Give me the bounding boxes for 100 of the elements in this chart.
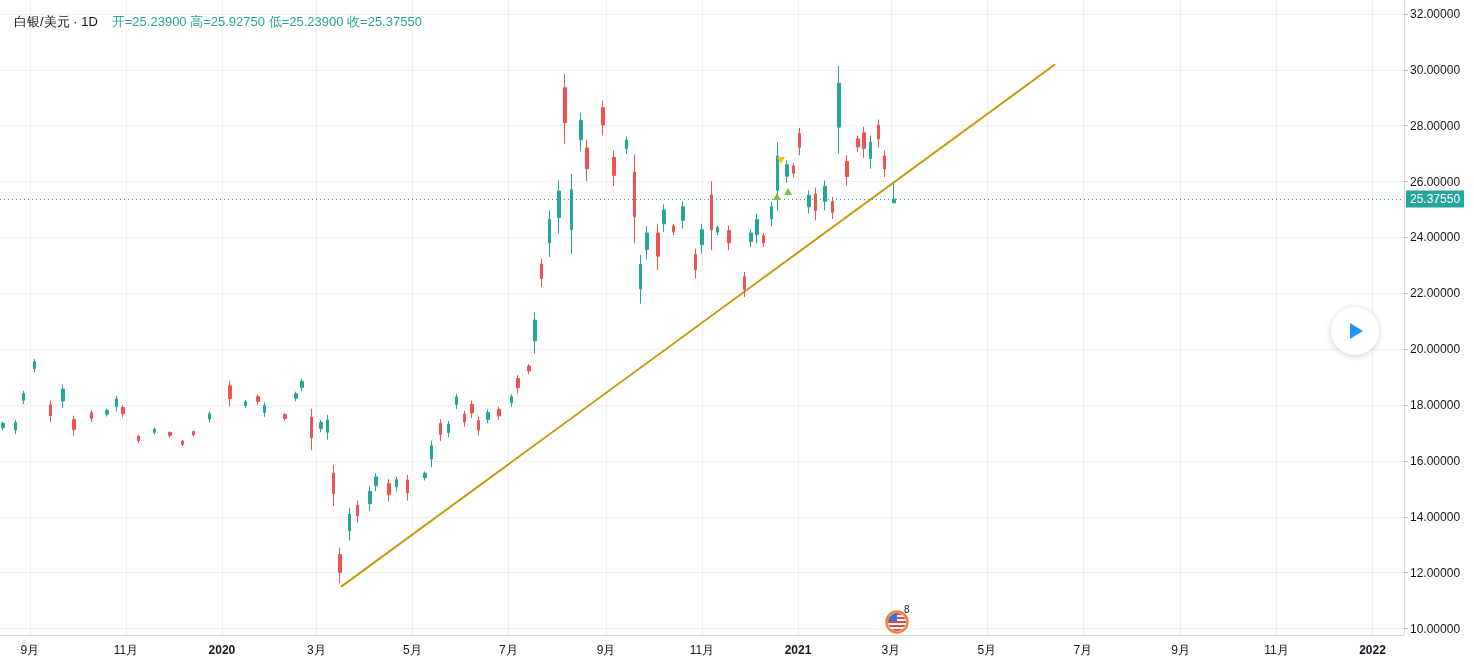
candlestick [332, 464, 335, 507]
candlestick [228, 380, 232, 407]
x-tick-label: 11月 [1264, 643, 1289, 657]
candlestick [430, 440, 433, 468]
x-tick-label: 9月 [1171, 643, 1190, 657]
y-tick-label: 16.00000 [1410, 453, 1461, 468]
candlestick [727, 224, 731, 251]
x-tick-label: 2022 [1359, 643, 1387, 657]
candlestick [72, 415, 76, 437]
candlestick [837, 65, 841, 155]
annotation: 8 [904, 604, 910, 615]
y-tick-label: 20.00000 [1410, 342, 1461, 357]
candlestick [33, 358, 36, 373]
x-tick-label: 11月 [113, 643, 139, 657]
candlestick [192, 430, 195, 437]
candlestick [662, 204, 666, 233]
candlestick [470, 400, 474, 419]
x-tick-label: 2021 [784, 643, 812, 657]
candlestick [1, 421, 5, 431]
candlestick [612, 149, 616, 187]
candlestick [831, 196, 834, 220]
candlestick [153, 427, 156, 436]
candlestick [710, 180, 713, 251]
candlestick [356, 500, 359, 523]
candlestick [121, 404, 125, 418]
candlestick [792, 162, 795, 179]
candlestick [310, 408, 313, 451]
candlestick [61, 383, 65, 409]
candlestick [869, 134, 872, 170]
y-tick-label: 26.00000 [1410, 174, 1461, 189]
candlestick [455, 393, 458, 410]
x-tick-label: 11月 [689, 643, 715, 657]
candlestick [395, 476, 398, 492]
candlestick [115, 395, 118, 412]
candlestick [798, 127, 801, 156]
x-tick-label: 7月 [499, 643, 518, 657]
y-tick-label: 14.00000 [1410, 509, 1461, 524]
candlestick [645, 225, 649, 261]
candlestick [387, 478, 391, 502]
ref-line-label: 25.37550 [1410, 191, 1461, 206]
candlestick [406, 474, 409, 502]
candlestick [49, 400, 52, 423]
candlestick [749, 228, 753, 248]
x-tick-label: 7月 [1073, 643, 1093, 657]
candlestick [527, 363, 531, 375]
candlestick [716, 224, 719, 236]
candlestick [338, 547, 342, 584]
candlestick [348, 507, 351, 542]
candlestick [294, 391, 298, 402]
candlestick [14, 419, 17, 435]
candlestick [862, 126, 866, 159]
x-tick-label: 3月 [881, 643, 901, 657]
candlestick [516, 374, 520, 394]
candlestick [633, 153, 636, 244]
y-tick-label: 22.00000 [1410, 286, 1461, 301]
candlestick [90, 409, 93, 423]
x-tick-label: 3月 [307, 643, 326, 657]
text: 白银/美元 · 1D [14, 14, 98, 29]
candlestick [770, 201, 773, 227]
x-tick-label: 5月 [403, 643, 422, 657]
candlestick [374, 472, 378, 492]
candlestick [105, 408, 109, 418]
candlestick [423, 471, 427, 482]
candlestick [181, 439, 184, 447]
candlestick [856, 134, 860, 153]
y-tick-label: 30.00000 [1410, 62, 1461, 77]
candlestick [762, 232, 765, 248]
candlestick [579, 112, 583, 152]
candlestick [439, 418, 442, 442]
y-tick-label: 32.00000 [1410, 6, 1461, 21]
candlestick [814, 187, 817, 221]
candlestick [625, 135, 628, 155]
candlestick [681, 200, 685, 230]
candlestick [755, 213, 759, 245]
candlestick [877, 119, 880, 148]
candlestick [368, 486, 372, 512]
candlestick [486, 409, 490, 424]
candlestick [639, 254, 642, 305]
candlestick [533, 311, 537, 354]
candlestick [548, 209, 551, 258]
x-tick-label: 9月 [596, 643, 616, 657]
x-tick-label: 9月 [20, 643, 40, 657]
candlestick [477, 416, 480, 437]
candlestick [656, 223, 660, 271]
candlestick [585, 139, 589, 182]
candlestick [672, 223, 675, 236]
candlestick [463, 410, 466, 428]
x-tick-label: 5月 [977, 643, 997, 657]
candlestick [256, 393, 260, 406]
candlestick [319, 419, 323, 433]
candlestick [263, 402, 266, 418]
candlestick [300, 378, 304, 392]
y-tick-label: 28.00000 [1410, 118, 1461, 133]
candlestick [694, 248, 697, 280]
candlestick [845, 154, 849, 186]
x-tick-label: 2020 [208, 643, 236, 657]
candlestick [497, 406, 501, 421]
candlestick [743, 271, 746, 298]
candlestick [326, 414, 329, 441]
text: 开=25.23900 高=25.92750 低=25.23900 收=25.37550 [111, 14, 422, 29]
